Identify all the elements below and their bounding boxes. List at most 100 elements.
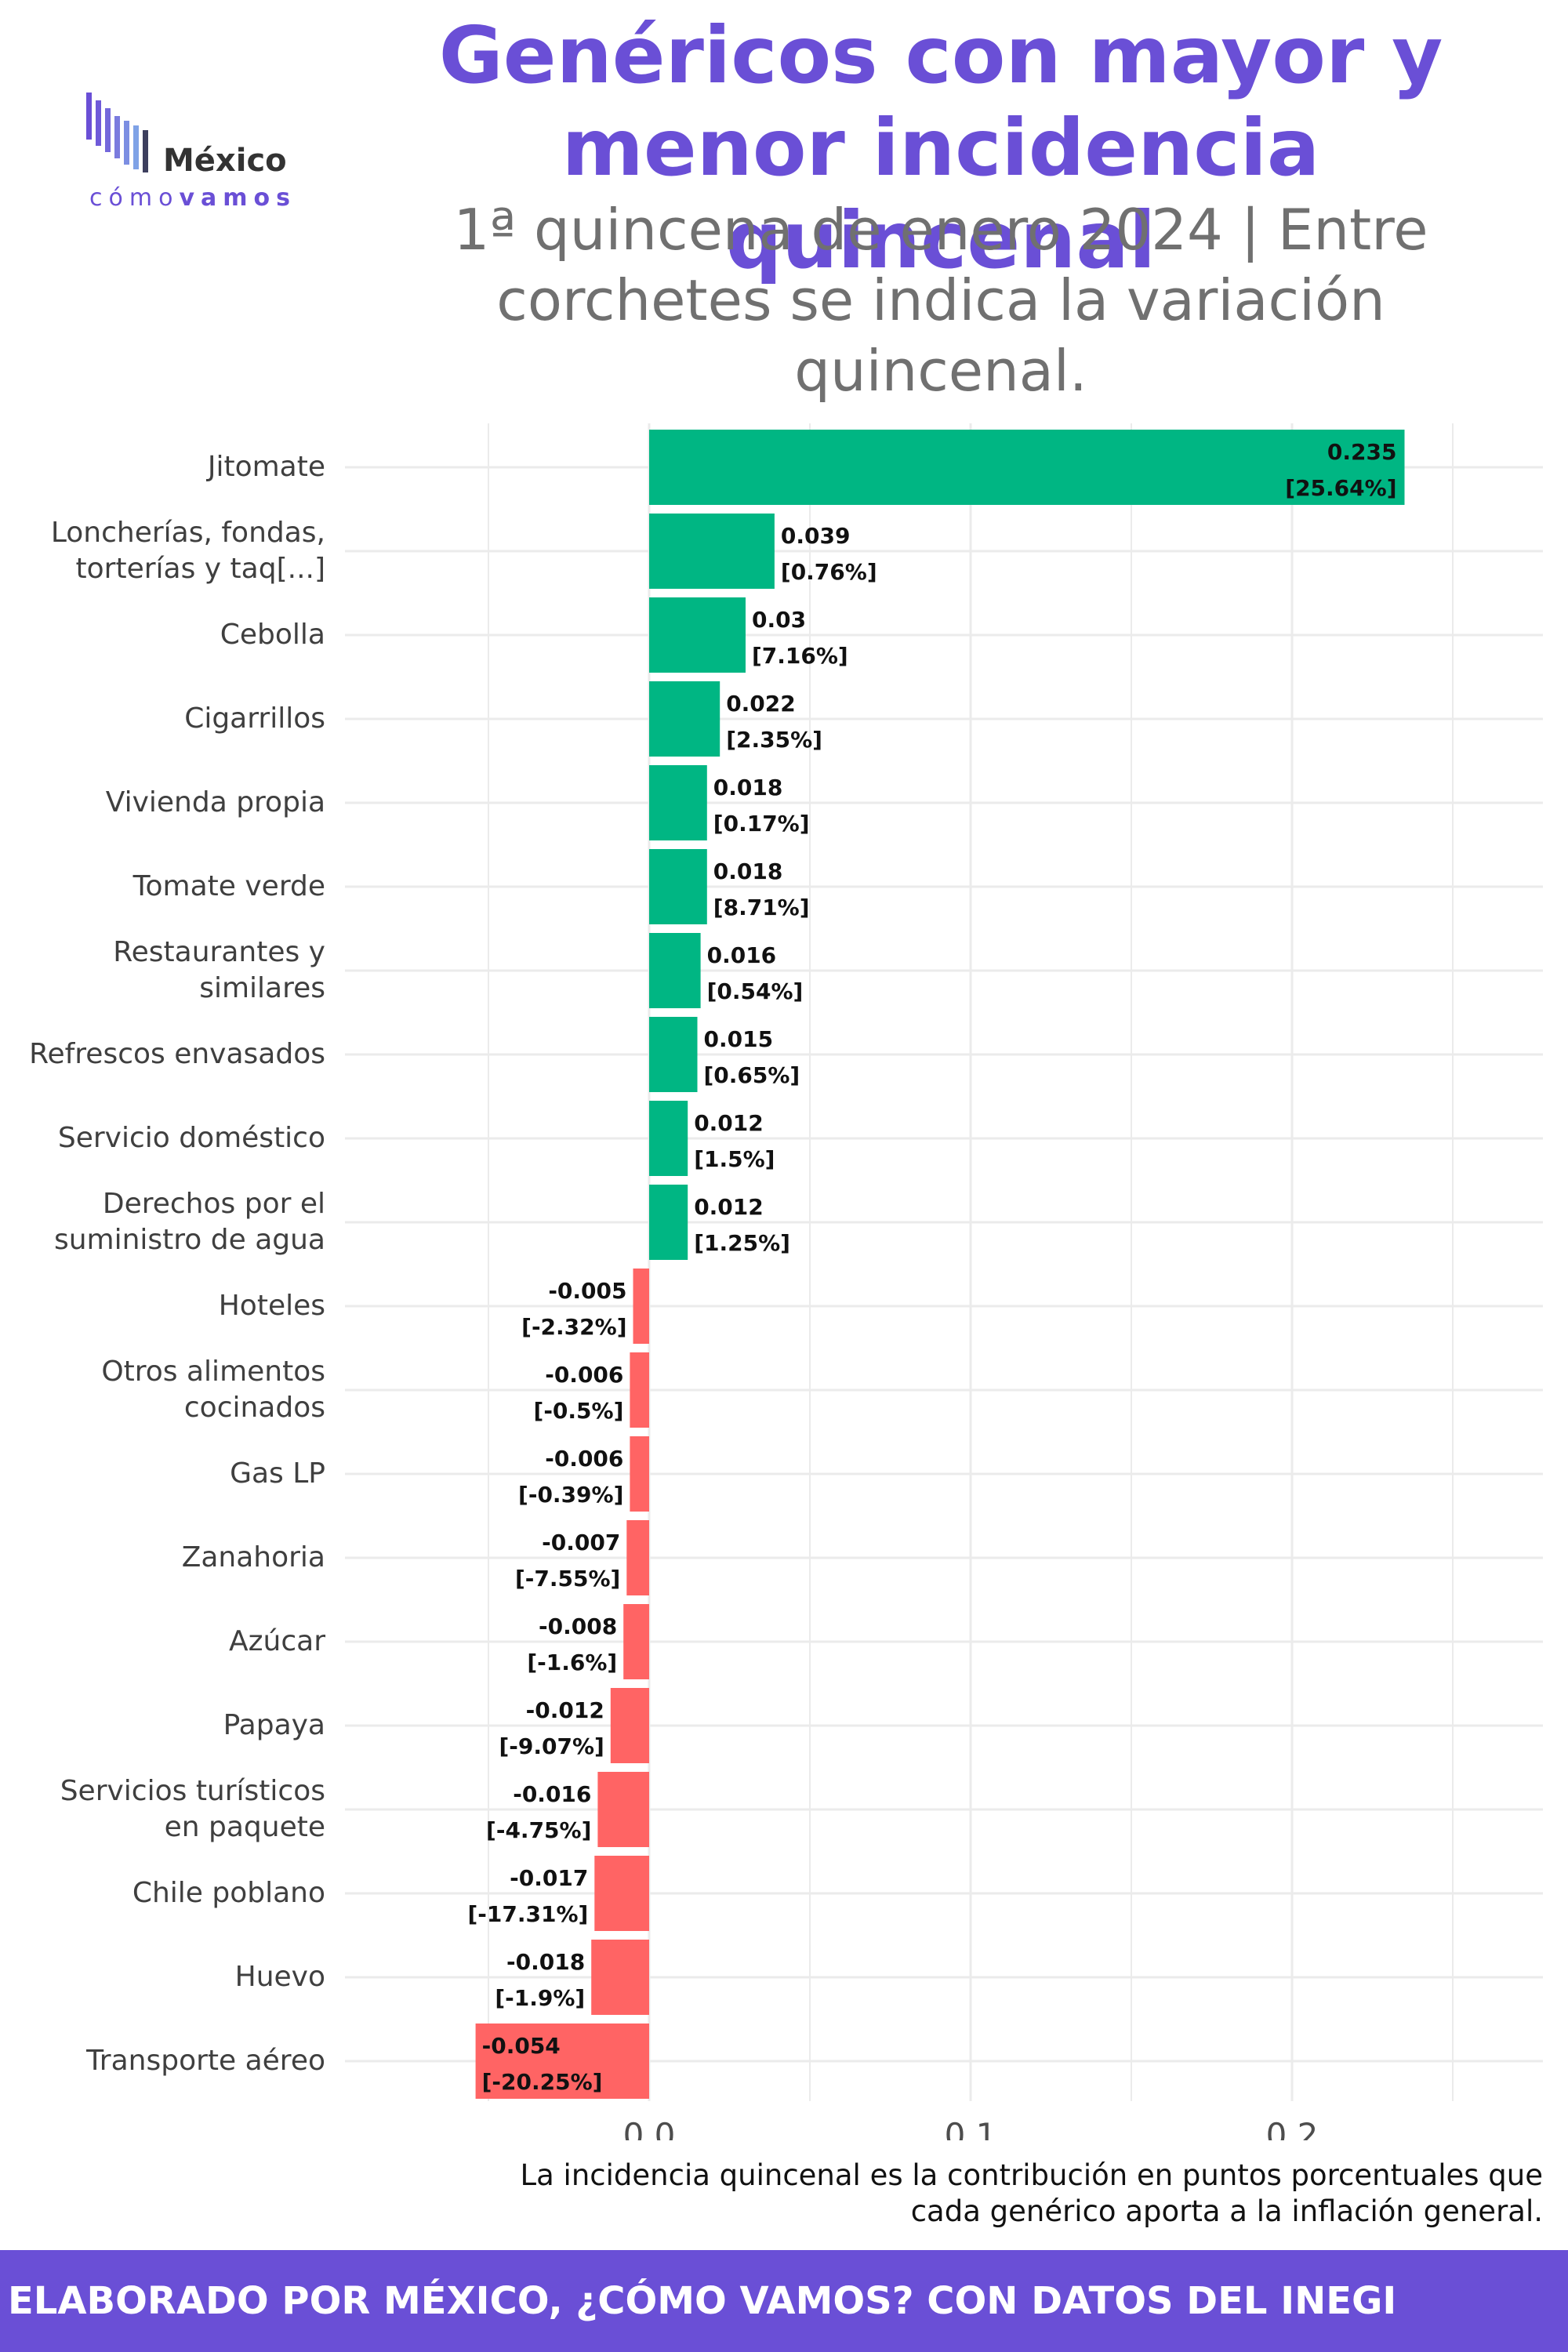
bar-value-label: -0.008 <box>539 1613 617 1639</box>
subtitle-line-3: quincenal. <box>794 338 1087 404</box>
bar-value-label: 0.03 <box>752 607 806 633</box>
bar-value-label: 0.022 <box>726 691 796 717</box>
bar-variation-label: [25.64%] <box>1285 475 1396 501</box>
bar-variation-label: [-0.5%] <box>534 1398 624 1424</box>
bar-value-label: 0.016 <box>707 942 777 968</box>
category-label: Papaya <box>223 1709 325 1741</box>
bar <box>594 1856 649 1931</box>
bar <box>649 681 720 757</box>
category-label: Chile poblano <box>132 1877 325 1909</box>
bar-variation-label: [1.25%] <box>694 1230 790 1256</box>
category-label: Zanahoria <box>182 1541 325 1573</box>
bar-value-label: -0.012 <box>526 1697 604 1723</box>
category-label: Gas LP <box>230 1457 325 1490</box>
chart-title: Genéricos con mayor y menor incidencia q… <box>345 9 1537 287</box>
category-label: Cebolla <box>220 619 325 651</box>
bar <box>649 514 775 589</box>
bar-value-label: 0.018 <box>713 858 783 884</box>
x-tick-label: 0.0 <box>623 2116 676 2140</box>
bar-value-label: -0.006 <box>545 1446 623 1472</box>
bar-variation-label: [0.17%] <box>713 811 810 837</box>
bar-variation-label: [7.16%] <box>752 643 848 669</box>
category-label: Servicio doméstico <box>58 1122 325 1154</box>
title-line-2: menor incidencia quincenal <box>561 102 1320 286</box>
bar-variation-label: [1.5%] <box>694 1146 775 1172</box>
bar <box>649 765 707 840</box>
bar-value-label: 0.018 <box>713 775 783 800</box>
bar-value-label: 0.012 <box>694 1194 764 1220</box>
bar <box>649 1101 688 1176</box>
bar <box>649 597 746 673</box>
bar-value-label: -0.017 <box>510 1865 588 1891</box>
bar-variation-label: [-4.75%] <box>486 1817 591 1843</box>
category-label: Hoteles <box>219 1290 325 1322</box>
bar <box>623 1604 649 1679</box>
category-label: Azúcar <box>229 1625 325 1657</box>
logo-word-como: cómo <box>89 184 179 212</box>
category-label: Refrescos envasados <box>29 1038 325 1070</box>
category-label: Tomate verde <box>132 870 325 902</box>
bar-value-label: 0.039 <box>781 523 851 549</box>
category-label: Servicios turísticos en paquete <box>60 1775 325 1843</box>
bar-value-label: -0.006 <box>545 1362 623 1388</box>
bar-value-label: -0.005 <box>548 1278 626 1304</box>
bar-chart: Jitomate 0.235 [25.64%] Loncherías, fondas,… <box>29 423 1543 2140</box>
bar-variation-label: [-1.9%] <box>495 1985 585 2011</box>
x-tick-label: 0.2 <box>1266 2116 1319 2140</box>
logo-word-vamos: vamos <box>179 184 296 212</box>
category-label: Cigarrillos <box>184 702 325 735</box>
bar <box>610 1688 649 1763</box>
bar-variation-label: [-7.55%] <box>515 1566 620 1592</box>
bar <box>649 430 1405 505</box>
category-label: Restaurantes y similares <box>113 936 325 1004</box>
footer-credit-text: ELABORADO POR MÉXICO, ¿CÓMO VAMOS? CON D… <box>8 2279 1397 2323</box>
bar <box>630 1436 649 1512</box>
bar-value-label: 0.015 <box>704 1026 774 1052</box>
category-label: Derechos por el suministro de agua <box>54 1188 325 1256</box>
category-label: Jitomate <box>206 451 325 483</box>
title-line-1: Genéricos con mayor y <box>438 9 1443 101</box>
footnote-line-2: cada genérico aporta a la inflación gene… <box>910 2194 1543 2228</box>
bar-variation-label: [8.71%] <box>713 895 810 920</box>
logo-bars-icon <box>86 93 148 172</box>
footnote-line-1: La incidencia quincenal es la contribuci… <box>520 2158 1544 2192</box>
bar-variation-label: [-17.31%] <box>467 1901 588 1927</box>
bar-variation-label: [-0.39%] <box>518 1482 623 1508</box>
bar-variation-label: [-2.32%] <box>521 1314 626 1340</box>
bar <box>633 1269 649 1344</box>
logo-word-mexico: México <box>163 143 287 179</box>
bar-value-label: 0.235 <box>1327 439 1397 465</box>
bar-variation-label: [-9.07%] <box>499 1733 604 1759</box>
category-label: Vivienda propia <box>106 786 325 818</box>
mexico-como-vamos-logo: México cómovamos <box>86 93 296 212</box>
bar <box>649 933 701 1008</box>
x-tick-label: 0.1 <box>945 2116 997 2140</box>
bar-value-label: -0.016 <box>513 1781 591 1807</box>
bar-variation-label: [0.65%] <box>704 1062 800 1088</box>
bar-variation-label: [-20.25%] <box>482 2069 603 2095</box>
bar <box>649 1017 698 1092</box>
bar-variation-label: [2.35%] <box>726 727 822 753</box>
bar <box>626 1520 649 1595</box>
svg-text:cómovamos: cómovamos <box>89 184 296 212</box>
category-label: Huevo <box>235 1961 325 1993</box>
footer-banner: ELABORADO POR MÉXICO, ¿CÓMO VAMOS? CON D… <box>0 2250 1568 2352</box>
subtitle-line-1: 1ª quincena de enero 2024 | Entre <box>453 197 1428 263</box>
category-label: Loncherías, fondas, torterías y taq[...] <box>51 517 325 585</box>
bar <box>475 2024 649 2099</box>
bar-value-label: -0.018 <box>506 1949 585 1975</box>
category-label: Otros alimentos cocinados <box>101 1356 325 1424</box>
bar-variation-label: [0.54%] <box>707 978 804 1004</box>
bar-value-label: -0.007 <box>542 1530 620 1555</box>
bar <box>591 1940 649 2015</box>
bar <box>649 849 707 924</box>
chart-subtitle: 1ª quincena de enero 2024 | Entre corche… <box>345 194 1537 406</box>
subtitle-line-2: corchetes se indica la variación <box>496 267 1385 333</box>
bar-value-label: -0.054 <box>482 2033 561 2059</box>
bar-value-label: 0.012 <box>694 1110 764 1136</box>
chart-footnote: La incidencia quincenal es la contribuci… <box>367 2158 1544 2230</box>
bar <box>597 1772 649 1847</box>
bar <box>649 1185 688 1260</box>
bar <box>630 1352 649 1428</box>
bar-variation-label: [0.76%] <box>781 559 877 585</box>
